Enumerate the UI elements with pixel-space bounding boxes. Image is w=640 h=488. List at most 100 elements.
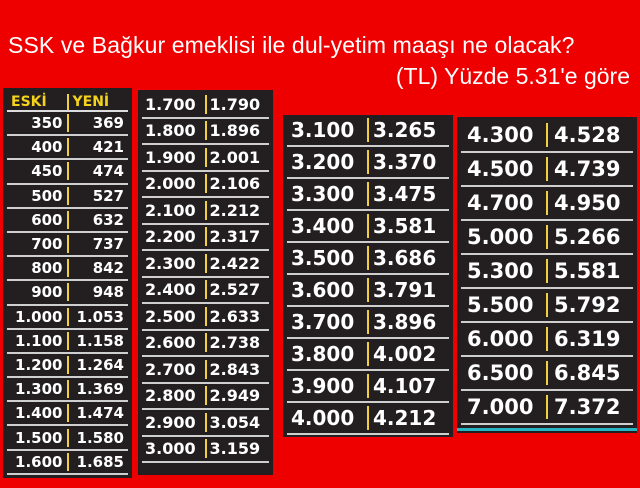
table-row: 1.000 1.053	[7, 306, 128, 330]
table-row: 400 421	[7, 136, 128, 161]
new-value: 1.685	[76, 452, 124, 471]
old-value: 6.000	[461, 327, 548, 351]
new-value: 2.212	[209, 200, 261, 220]
new-value: 6.319	[554, 327, 621, 351]
old-value: 3.400	[287, 214, 369, 238]
pension-table-1: ESKİ YENİ 350 369 400 421 450 474 500 527 600 632…	[3, 88, 132, 478]
table-row: 350 369	[7, 112, 128, 137]
old-value: 3.800	[287, 342, 369, 366]
table-row: 800 842	[7, 257, 128, 282]
old-value: 2.800	[142, 386, 207, 406]
new-value: 5.266	[554, 225, 621, 249]
new-value: 2.633	[209, 306, 261, 326]
old-value: 2.100	[142, 200, 207, 220]
new-value: 4.950	[554, 191, 621, 215]
old-value: 1.200	[7, 355, 69, 374]
old-value: 1.600	[7, 452, 69, 471]
old-value: 3.500	[287, 246, 369, 270]
new-value: 6.845	[554, 361, 621, 385]
old-value: 500	[7, 186, 69, 205]
pension-table-4: 4.300 4.528 4.500 4.739 4.700 4.950 5.000 5.266…	[457, 117, 637, 433]
old-value: 350	[7, 114, 69, 133]
old-value: 4.500	[461, 157, 548, 181]
table-row: 4.300 4.528	[461, 119, 633, 153]
old-value: 5.000	[461, 225, 548, 249]
table-row: 1.100 1.158	[7, 330, 128, 354]
old-value: 1.500	[7, 428, 69, 447]
table-row: 3.300 3.475	[287, 179, 449, 211]
table-row: 3.100 3.265	[287, 115, 449, 147]
old-value: 900	[7, 283, 69, 302]
old-value: 1.400	[7, 404, 69, 423]
old-value: 450	[7, 162, 69, 181]
old-value: 2.000	[142, 174, 207, 194]
table-row: 2.000 2.106	[142, 172, 269, 198]
table-row: 900 948	[7, 281, 128, 306]
table-row: 2.200 2.317	[142, 225, 269, 251]
new-value: 1.053	[76, 307, 124, 326]
table-row: 1.300 1.369	[7, 378, 128, 403]
old-value: 400	[7, 138, 69, 157]
table-row: 5.000 5.266	[461, 221, 633, 255]
table-row: 4.700 4.950	[461, 187, 633, 221]
table-row: 3.900 4.107	[287, 371, 449, 403]
old-value: 3.600	[287, 278, 369, 302]
header-old: ESKİ	[7, 94, 69, 110]
pension-table-2: 1.700 1.790 1.800 1.896 1.900 2.001 2.000 2.106…	[138, 90, 273, 475]
table-row: 1.700 1.790	[142, 92, 269, 119]
table-row: 2.500 2.633	[142, 304, 269, 331]
table-row: 3.000 3.159	[142, 437, 269, 463]
new-value: 5.792	[554, 293, 621, 317]
table-row: 3.800 4.002	[287, 339, 449, 371]
old-value: 3.700	[287, 310, 369, 334]
new-value: 3.475	[373, 182, 437, 206]
new-value: 1.474	[76, 404, 124, 423]
new-value: 4.528	[554, 123, 621, 147]
old-value: 4.300	[461, 123, 548, 147]
table-row: 2.100 2.212	[142, 198, 269, 225]
new-value: 1.369	[76, 380, 124, 399]
new-value: 1.790	[209, 94, 261, 114]
new-value: 3.791	[373, 278, 437, 302]
old-value: 4.000	[287, 406, 369, 430]
new-value: 5.581	[554, 259, 621, 283]
new-value: 1.896	[209, 121, 261, 141]
table-row: 600 632	[7, 209, 128, 233]
old-value: 3.200	[287, 150, 369, 174]
new-value: 1.158	[76, 331, 124, 350]
table-row: 1.800 1.896	[142, 119, 269, 145]
new-value: 7.372	[554, 395, 621, 419]
old-value: 1.000	[7, 307, 69, 326]
table-row: 2.300 2.422	[142, 251, 269, 278]
table-row: 3.600 3.791	[287, 275, 449, 307]
accent-line	[457, 428, 637, 431]
old-value: 2.300	[142, 253, 207, 273]
table-row: 1.900 2.001	[142, 145, 269, 172]
old-value: 3.300	[287, 182, 369, 206]
table-row: 4.000 4.212	[287, 403, 449, 435]
new-value: 1.580	[76, 428, 124, 447]
new-value: 2.843	[209, 359, 261, 379]
new-value: 632	[92, 210, 124, 229]
new-value: 2.106	[209, 174, 261, 194]
new-value: 1.264	[76, 355, 124, 374]
new-value: 527	[92, 186, 124, 205]
old-value: 7.000	[461, 395, 548, 419]
old-value: 4.700	[461, 191, 548, 215]
old-value: 1.300	[7, 380, 69, 399]
table-row: 450 474	[7, 160, 128, 185]
table-row: 2.900 3.054	[142, 410, 269, 437]
new-value: 3.581	[373, 214, 437, 238]
new-value: 4.739	[554, 157, 621, 181]
table-row: 2.700 2.843	[142, 357, 269, 384]
table-row: 500 527	[7, 185, 128, 209]
old-value: 700	[7, 235, 69, 254]
new-value: 3.265	[373, 118, 437, 142]
new-value: 2.949	[209, 386, 261, 406]
table-row: 5.300 5.581	[461, 255, 633, 289]
new-value: 421	[92, 138, 124, 157]
new-value: 4.002	[373, 342, 437, 366]
headline: SSK ve Bağkur emeklisi ile dul-yetim maa…	[8, 32, 575, 58]
new-value: 842	[92, 259, 124, 278]
old-value: 2.500	[142, 306, 207, 326]
